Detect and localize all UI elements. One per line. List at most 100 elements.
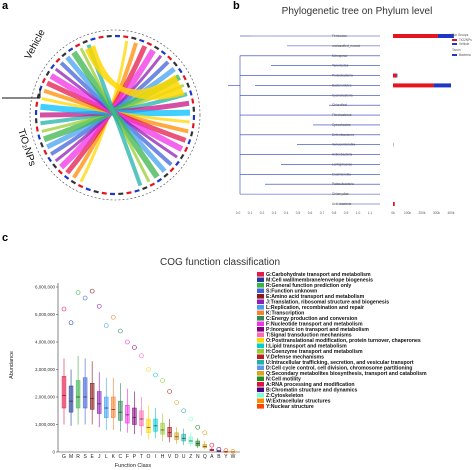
chord-diagram <box>29 29 201 201</box>
chord-ring-segment <box>190 131 194 137</box>
legend-title-taxon: Taxon <box>452 48 461 52</box>
chord-ring-segment <box>126 191 132 195</box>
chord-ring-segment <box>98 35 104 39</box>
bar-x-tick: 100k <box>404 211 411 215</box>
tree-leaf-label: Deferribacteres <box>332 133 354 137</box>
boxplot-x-tick-label: T <box>140 454 143 460</box>
chord-ring-segment <box>37 134 41 140</box>
tree-leaf-label: Acidobacteria <box>332 202 352 206</box>
box-outlier <box>160 378 165 383</box>
box-iqr <box>181 433 186 442</box>
boxplot-x-tick-label: B <box>217 454 221 460</box>
boxplot-x-tick-label: G <box>62 454 66 460</box>
boxplot-y-tick-label: 0 <box>52 450 55 455</box>
cog-legend-label: J:Translation, ribosomal structure and b… <box>266 300 389 306</box>
box-iqr <box>153 418 158 432</box>
boxplot-x-tick-label: Q <box>203 454 207 460</box>
cog-legend-label: D:Cell cycle control, cell division, chr… <box>266 366 412 372</box>
cog-legend-swatch <box>257 393 264 398</box>
boxplot-x-tick-label: E <box>90 454 94 460</box>
chord-ring-segment <box>63 175 70 180</box>
tree-leaf-label: Tenericutes <box>332 64 349 68</box>
box-outlier <box>181 408 186 414</box>
box-outlier <box>82 295 88 301</box>
panel-b-letter: b <box>233 0 240 12</box>
chord-ring-segment <box>134 189 140 193</box>
boxplot-x-tick-label: V <box>168 454 172 460</box>
box-outlier <box>146 367 151 372</box>
chord-ring-segment <box>39 142 44 148</box>
chord-ring-segment <box>186 82 191 88</box>
box-iqr <box>167 427 172 438</box>
chord-ring-segment <box>82 39 88 44</box>
tree-leaf-label: unclassified_norank <box>332 44 361 48</box>
chord-ring-segment <box>182 74 187 81</box>
cog-legend-swatch <box>257 365 264 371</box>
tree-x-tick: 1.1 <box>368 211 373 215</box>
boxplot-x-tick-label: P <box>133 454 137 460</box>
boxplot-x-tick-label: W <box>231 454 236 460</box>
boxplot-x-tick-label: J <box>98 454 101 460</box>
boxplot-x-tick-label: K <box>112 454 116 460</box>
boxplot-xlabel: Function Class <box>115 463 152 469</box>
cog-legend-label: Q:Secondary metabolites biosynthesis, tr… <box>266 371 427 377</box>
chord-ring-segment <box>93 190 99 194</box>
panel-a-letter: a <box>2 0 9 12</box>
tree-x-tick: 0.0 <box>236 211 241 215</box>
chord-ring-segment <box>156 178 163 183</box>
cog-legend-swatch <box>257 299 264 305</box>
chord-ring-segment <box>52 163 58 169</box>
phylogenetic-tree: Firmicutes unclassified_norank Nitrospirae… <box>228 34 380 206</box>
cog-legend-label: H:Coenzyme transport and metabolism <box>266 349 363 355</box>
tree-leaf-label: Chloroflexi <box>332 103 347 107</box>
chord-ring-segment <box>160 50 167 55</box>
cog-legend: G:Carbohydrate transport and metabolismM… <box>257 272 427 410</box>
phylum-bars <box>393 34 454 206</box>
box-outlier <box>75 290 81 295</box>
chord-ring-segment <box>77 184 84 189</box>
cog-legend-swatch <box>257 349 264 354</box>
chord-ring-segment <box>50 63 55 70</box>
tree-x-tick: 0.5 <box>296 211 301 215</box>
bar-x-tick: 400k <box>448 211 455 215</box>
box-outlier <box>216 446 222 452</box>
bar-tio2 <box>393 83 434 88</box>
box-outlier <box>61 306 67 312</box>
bar-tio2 <box>393 34 438 38</box>
panel-c-letter: c <box>2 232 9 244</box>
boxplot-x-tick-label: H <box>161 454 165 460</box>
chord-ring-segment <box>191 98 195 104</box>
cog-legend-swatch <box>257 321 264 327</box>
chord-ring-segment <box>169 167 175 173</box>
chord-ring-segment <box>131 36 137 40</box>
tree-leaf-label: Verrucomicrobia <box>332 143 355 147</box>
boxplot-x-tick-label: R <box>76 454 80 460</box>
box-iqr <box>202 444 207 449</box>
tree-leaf-label: Fibrobacteres <box>332 113 352 117</box>
box-iqr <box>125 405 130 424</box>
cog-legend-swatch <box>257 288 264 294</box>
cog-legend-swatch <box>257 354 264 360</box>
chord-ring-segment <box>153 45 160 51</box>
chord-ring-segment <box>47 156 52 163</box>
box-outlier <box>68 320 74 326</box>
cog-legend-label: L:Replication, recombination and repair <box>266 305 364 311</box>
chord-ring-segment <box>184 146 189 153</box>
chord-label-tio2: TiO₂NPs <box>15 128 37 168</box>
box-iqr <box>111 396 116 418</box>
chord-ring-segment <box>146 41 153 46</box>
cog-legend-label: K:Transcription <box>266 311 304 317</box>
chord-ring-segment <box>189 90 193 96</box>
box-iqr <box>139 410 144 427</box>
cog-legend-label: N:Cell motility <box>266 377 301 383</box>
cog-legend-swatch <box>257 404 264 409</box>
tree-leaf-label: Nitrospirae <box>332 54 348 58</box>
tree-x-tick: 1.0 <box>356 211 361 215</box>
box-iqr <box>118 400 123 421</box>
cog-legend-swatch <box>257 387 264 393</box>
cog-legend-label: T:Signal transduction mechanisms <box>266 333 352 339</box>
cog-legend-label: A:RNA processing and modification <box>266 382 355 388</box>
box-iqr <box>160 422 165 435</box>
bar-x-axis: 0k 100k 200k 300k 400k <box>391 211 455 215</box>
bar-x-tick: 200k <box>419 211 426 215</box>
